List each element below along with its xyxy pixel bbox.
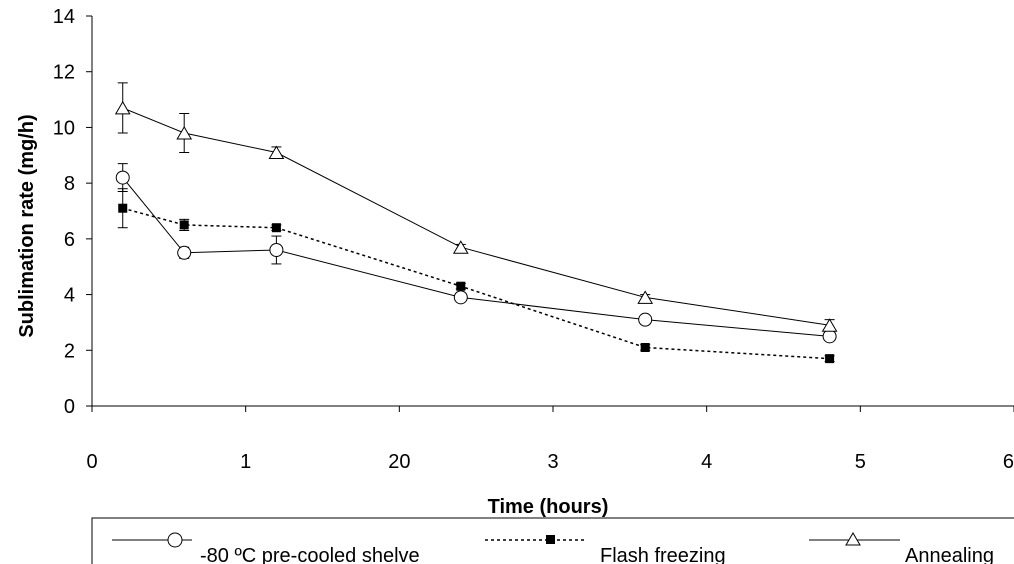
legend-entry-series-3: Annealing	[809, 532, 994, 564]
series-1	[115, 163, 837, 344]
series-2-point-1	[179, 220, 189, 230]
series-3-line	[122, 107, 830, 326]
series-3-point-3	[452, 240, 469, 254]
x-axis-title: Time (hours)	[488, 496, 609, 518]
x-tick-label-2: 20	[388, 451, 410, 473]
y-tick-label-2: 4	[64, 285, 75, 307]
y-axis-title: Sublimation rate (mg/h)	[16, 114, 38, 337]
series-2-point-2	[271, 223, 281, 233]
series-1-point-2	[269, 243, 284, 257]
series-1-point-3	[453, 290, 468, 305]
legend-entry-series-1: -80 ºC pre-cooled shelve	[112, 532, 420, 564]
legend-label-series-1: -80 ºC pre-cooled shelve	[200, 545, 420, 564]
series-3	[114, 82, 838, 332]
series-1-point-0	[115, 170, 130, 185]
series-3-point-4	[637, 290, 654, 304]
series-2	[117, 188, 835, 364]
y-tick-label-7: 14	[53, 6, 75, 28]
series-1-point-1	[177, 245, 192, 260]
series-3-point-2	[268, 145, 285, 159]
series-3-point-0	[114, 100, 131, 115]
legend-label-series-3: Annealing	[905, 545, 994, 564]
legend-marker-square	[546, 535, 555, 544]
series-2-point-3	[456, 281, 466, 291]
x-tick-label-5: 5	[855, 451, 866, 473]
y-tick-label-3: 6	[64, 229, 75, 251]
plot-area: 0 2 4 6 8 10 12 14 0 1 20 3 4 5 6	[53, 6, 1014, 473]
series-layer	[114, 82, 838, 364]
x-tick-label-1: 1	[240, 451, 251, 473]
x-tick-label-0: 0	[86, 451, 97, 473]
series-2-line	[122, 207, 830, 360]
y-axis-ticks: 0 2 4 6 8 10 12 14	[53, 6, 92, 418]
y-tick-label-5: 10	[53, 117, 75, 139]
legend-marker-circle	[167, 532, 183, 548]
x-tick-label-4: 4	[701, 451, 712, 473]
legend-marker-triangle	[845, 532, 861, 546]
series-3-point-5	[821, 318, 838, 332]
legend-label-series-2: Flash freezing	[600, 545, 726, 564]
series-1-point-5	[822, 329, 837, 344]
x-tick-label-6: 6	[1003, 451, 1014, 473]
series-1-point-4	[638, 312, 653, 327]
legend: -80 ºC pre-cooled shelve Flash freezing …	[91, 517, 1014, 564]
y-tick-label-4: 8	[64, 173, 75, 195]
x-axis-ticks: 0 1 20 3 4 5 6	[86, 406, 1014, 473]
legend-entry-series-2: Flash freezing	[485, 535, 726, 564]
x-tick-label-3: 3	[547, 451, 558, 473]
series-2-point-0	[118, 203, 128, 213]
series-1-line	[122, 177, 830, 337]
y-tick-label-1: 2	[64, 340, 75, 362]
series-3-point-1	[176, 126, 193, 140]
y-tick-label-6: 12	[53, 62, 75, 84]
series-2-point-5	[825, 354, 835, 364]
series-2-point-4	[640, 343, 650, 352]
y-tick-label-0: 0	[64, 396, 75, 418]
